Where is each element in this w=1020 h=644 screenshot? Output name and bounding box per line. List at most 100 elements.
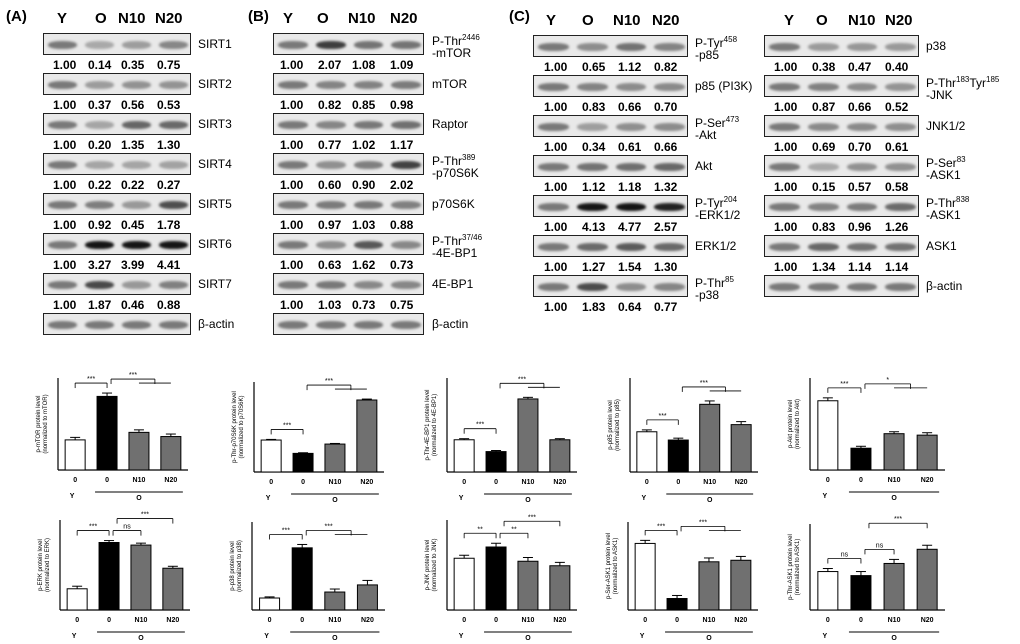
protein-band — [615, 83, 647, 91]
protein-band — [278, 81, 308, 89]
density-value: 0.70 — [654, 100, 678, 114]
y-axis-label: p-p85 protein level(normalized to p85) — [608, 399, 621, 451]
protein-band — [391, 41, 421, 49]
protein-band — [769, 243, 800, 251]
tick-label: N20 — [361, 617, 374, 624]
blot-strip — [533, 195, 688, 217]
y-axis-label: p-Thr-4E-BP1 protein level(normalized to… — [425, 389, 438, 460]
bar — [96, 395, 118, 471]
density-value: 1.08 — [352, 58, 376, 72]
tick-label: N20 — [164, 477, 177, 484]
bar — [453, 557, 475, 611]
density-value: 1.03 — [318, 298, 342, 312]
density-value: 0.70 — [848, 140, 872, 154]
density-value: 0.83 — [812, 220, 836, 234]
lane-header: O — [582, 12, 594, 29]
protein-band — [159, 321, 188, 329]
y-axis-label: p-Ser-ASK1 protein level(normalized to A… — [606, 533, 619, 599]
protein-band — [538, 243, 569, 251]
protein-band — [807, 203, 839, 211]
protein-band — [315, 161, 346, 169]
protein-band — [615, 43, 647, 51]
protein-band — [353, 201, 384, 209]
tick-label: 0 — [105, 477, 109, 484]
density-value: 1.00 — [774, 100, 798, 114]
density-value: 1.00 — [544, 60, 568, 74]
protein-band — [538, 83, 569, 91]
bar — [130, 544, 152, 611]
density-value: 1.00 — [53, 58, 77, 72]
protein-label: Akt — [695, 159, 713, 173]
protein-band — [159, 81, 188, 89]
blot-strip — [43, 193, 191, 215]
bar-chart: p-Akt protein level(normalized to Akt) 0 0… — [788, 377, 945, 502]
density-value: 1.09 — [390, 58, 414, 72]
tick-label: N10 — [522, 479, 535, 486]
protein-band — [48, 121, 77, 129]
protein-band — [159, 121, 188, 129]
protein-label: SIRT6 — [198, 237, 232, 251]
tick-label: N20 — [734, 617, 747, 624]
y-axis-label: p-Thr-ASK1 protein level(normalized to A… — [788, 534, 801, 600]
bar — [549, 439, 571, 473]
group-label: O — [136, 495, 142, 502]
tick-label: 0 — [675, 617, 679, 624]
protein-band — [885, 163, 916, 171]
tick-label: N10 — [703, 479, 716, 486]
protein-label: P-Thr85 -p38 — [695, 275, 734, 302]
lane-header: Y — [546, 12, 557, 29]
density-value: 1.00 — [544, 300, 568, 314]
protein-band — [615, 123, 647, 131]
density-value: 0.65 — [582, 60, 606, 74]
density-value: 1.00 — [53, 178, 77, 192]
blot-strip — [533, 275, 688, 297]
bar — [730, 424, 752, 473]
blot-strip — [533, 155, 688, 177]
protein-band — [391, 201, 421, 209]
protein-band — [315, 201, 346, 209]
density-value: 1.27 — [582, 260, 606, 274]
density-value: 0.82 — [654, 60, 678, 74]
density-value: 1.00 — [774, 140, 798, 154]
density-value: 0.61 — [885, 140, 909, 154]
blot-strip — [43, 113, 191, 135]
density-value: 0.92 — [88, 218, 112, 232]
lane-header: Y — [57, 10, 68, 27]
density-value: 0.22 — [121, 178, 145, 192]
group-label: O — [707, 497, 713, 504]
tick-label: 0 — [645, 479, 649, 486]
protein-band — [85, 201, 114, 209]
protein-band — [769, 203, 800, 211]
sig-label: *** — [700, 380, 708, 387]
protein-band — [885, 123, 916, 131]
density-value: 0.20 — [88, 138, 112, 152]
density-value: 1.14 — [885, 260, 909, 274]
lane-header: O — [95, 10, 107, 27]
bar — [66, 588, 88, 611]
density-value: 1.35 — [121, 138, 145, 152]
bar — [259, 597, 281, 611]
protein-band — [85, 121, 114, 129]
y-axis-label: p-ERK protein level(normalized to ERK) — [38, 538, 51, 592]
protein-band — [615, 243, 647, 251]
density-value: 0.15 — [812, 180, 836, 194]
lane-header: O — [317, 10, 329, 27]
density-value: 0.58 — [885, 180, 909, 194]
protein-label: P-Thr37/46 -4E-BP1 — [432, 233, 483, 260]
tick-label: N20 — [921, 617, 934, 624]
protein-band — [807, 83, 839, 91]
protein-band — [48, 41, 77, 49]
density-value: 1.62 — [352, 258, 376, 272]
density-value: 1.30 — [157, 138, 181, 152]
bar — [699, 403, 721, 473]
sig-label: *** — [699, 519, 707, 526]
density-value: 1.00 — [280, 58, 304, 72]
sig-label: *** — [894, 516, 902, 523]
protein-band — [278, 321, 308, 329]
density-value: 4.77 — [618, 220, 642, 234]
protein-band — [85, 321, 114, 329]
protein-band — [315, 241, 346, 249]
density-value: 1.87 — [88, 298, 112, 312]
protein-band — [159, 281, 188, 289]
blot-strip — [43, 153, 191, 175]
